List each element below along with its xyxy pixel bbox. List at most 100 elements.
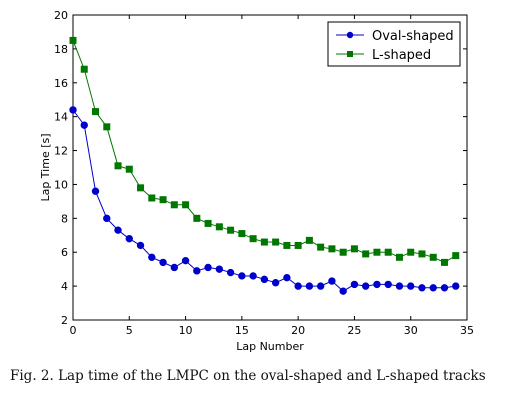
x-tick-label: 10 xyxy=(179,324,193,337)
data-point-l-shaped xyxy=(92,108,100,116)
data-point-oval-shaped xyxy=(238,272,246,280)
data-point-l-shaped xyxy=(339,248,347,256)
data-point-oval-shaped xyxy=(103,214,111,223)
data-point-l-shaped xyxy=(249,235,257,243)
data-point-oval-shaped xyxy=(373,280,381,289)
legend: Oval-shaped L-shaped xyxy=(327,21,461,67)
data-point-l-shaped xyxy=(407,248,415,256)
data-point-oval-shaped xyxy=(429,284,437,292)
data-point-l-shaped xyxy=(283,241,291,249)
data-point-oval-shaped xyxy=(80,121,88,129)
data-point-oval-shaped xyxy=(350,280,359,289)
data-point-oval-shaped xyxy=(181,256,190,265)
legend-marker-l-shaped xyxy=(347,51,353,57)
data-point-oval-shaped xyxy=(69,106,77,114)
legend-marker-oval-shaped xyxy=(346,31,354,39)
data-point-l-shaped xyxy=(137,184,145,192)
data-point-l-shaped xyxy=(328,245,336,253)
legend-box xyxy=(327,21,461,67)
data-point-l-shaped xyxy=(125,165,133,173)
data-point-l-shaped xyxy=(362,250,370,258)
legend-label-oval-shaped: Oval-shaped xyxy=(372,29,454,44)
data-point-oval-shaped xyxy=(384,280,392,289)
data-point-l-shaped xyxy=(350,245,358,253)
y-tick-label: 20 xyxy=(54,9,68,22)
data-point-l-shaped xyxy=(215,223,223,231)
data-point-oval-shaped xyxy=(305,282,314,290)
x-axis-label: Lap Number xyxy=(236,340,304,353)
data-point-l-shaped xyxy=(69,36,77,44)
data-point-oval-shaped xyxy=(294,282,302,290)
data-point-l-shaped xyxy=(429,253,437,261)
data-point-l-shaped xyxy=(395,253,403,261)
legend-label-l-shaped: L-shaped xyxy=(372,48,431,63)
data-point-oval-shaped xyxy=(226,268,235,277)
data-point-oval-shaped xyxy=(339,287,347,295)
data-point-oval-shaped xyxy=(407,282,415,290)
x-tick-label: 25 xyxy=(347,324,361,337)
data-point-l-shaped xyxy=(238,230,246,238)
x-tick-label: 0 xyxy=(70,324,77,337)
x-tick-label: 35 xyxy=(460,324,474,337)
data-point-l-shaped xyxy=(260,238,268,246)
data-point-l-shaped xyxy=(193,214,201,222)
data-point-oval-shaped xyxy=(215,265,224,273)
y-tick-label: 2 xyxy=(61,314,68,327)
data-point-l-shaped xyxy=(182,201,190,209)
data-point-l-shaped xyxy=(170,201,178,209)
data-point-oval-shaped xyxy=(283,273,291,282)
data-point-oval-shaped xyxy=(271,279,280,287)
data-point-l-shaped xyxy=(272,238,280,246)
data-point-oval-shaped xyxy=(91,187,100,195)
data-point-oval-shaped xyxy=(361,282,370,290)
data-point-oval-shaped xyxy=(114,226,122,234)
series-line-l-shaped xyxy=(72,40,457,263)
plot-area: 0 5 10 15 20 25 30 35 2 4 6 8 10 12 14 16 18 20 xyxy=(54,9,474,337)
y-tick-label: 18 xyxy=(54,43,68,56)
y-tick-label: 12 xyxy=(54,145,68,158)
x-tick-label: 20 xyxy=(291,324,305,337)
data-point-l-shaped xyxy=(114,162,122,170)
y-tick-label: 6 xyxy=(61,246,68,259)
data-point-oval-shaped xyxy=(159,258,167,267)
data-point-oval-shaped xyxy=(170,263,179,272)
data-point-oval-shaped xyxy=(193,267,201,275)
y-axis-label: Lap Time [s] xyxy=(39,133,52,201)
y-tick-label: 8 xyxy=(61,212,68,225)
data-point-l-shaped xyxy=(384,248,392,256)
plot-frame xyxy=(72,14,468,321)
data-point-l-shaped xyxy=(80,65,88,73)
chart: 0 5 10 15 20 25 30 35 2 4 6 8 10 12 14 16 18 20 Lap Numbe… xyxy=(39,9,474,353)
data-point-l-shaped xyxy=(452,252,460,260)
x-tick-label: 30 xyxy=(404,324,418,337)
data-point-oval-shaped xyxy=(328,277,336,285)
data-point-l-shaped xyxy=(159,196,167,204)
data-point-l-shaped xyxy=(227,226,235,234)
y-tick-label: 10 xyxy=(54,178,68,191)
data-point-l-shaped xyxy=(317,243,325,251)
figure-caption: Fig. 2. Lap time of the LMPC on the oval… xyxy=(10,368,486,384)
data-point-oval-shaped xyxy=(260,275,269,284)
data-point-oval-shaped xyxy=(440,284,449,292)
data-point-l-shaped xyxy=(204,219,212,227)
data-point-oval-shaped xyxy=(204,263,212,272)
data-point-oval-shaped xyxy=(249,272,257,280)
y-tick-label: 16 xyxy=(54,77,68,90)
series-line-oval-shaped xyxy=(72,109,456,292)
data-point-l-shaped xyxy=(148,194,156,202)
data-point-l-shaped xyxy=(418,250,426,258)
data-point-l-shaped xyxy=(373,248,381,256)
data-point-oval-shaped xyxy=(418,284,426,292)
data-point-oval-shaped xyxy=(136,241,145,250)
data-point-l-shaped xyxy=(440,258,448,266)
x-tick-label: 5 xyxy=(126,324,133,337)
data-point-l-shaped xyxy=(103,123,111,131)
data-point-oval-shaped xyxy=(452,282,460,290)
y-tick-label: 14 xyxy=(54,111,68,124)
x-tick-label: 15 xyxy=(235,324,249,337)
y-tick-label: 4 xyxy=(61,280,68,293)
data-point-l-shaped xyxy=(305,236,313,244)
data-point-oval-shaped xyxy=(395,282,404,290)
data-point-oval-shaped xyxy=(316,282,325,290)
data-point-l-shaped xyxy=(294,241,302,249)
